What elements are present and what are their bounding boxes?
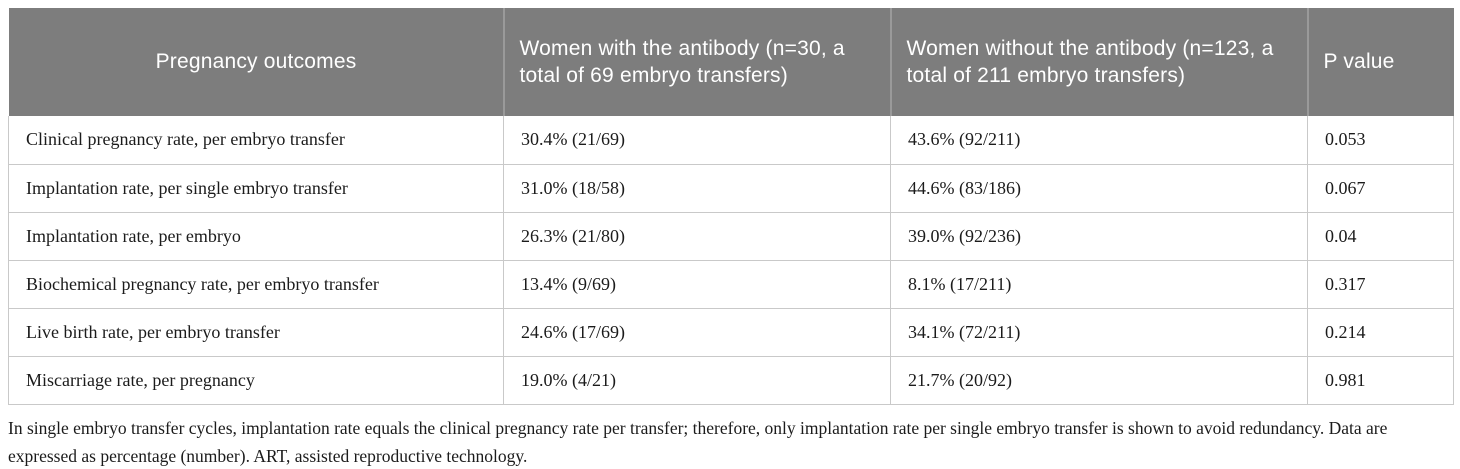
p-value: 0.067 <box>1307 163 1454 213</box>
with-antibody-value: 24.6% (17/69) <box>503 307 891 357</box>
p-value: 0.053 <box>1307 116 1454 165</box>
without-antibody-value: 21.7% (20/92) <box>890 355 1308 405</box>
without-antibody-value: 43.6% (92/211) <box>890 116 1308 165</box>
with-antibody-value: 30.4% (21/69) <box>503 116 891 165</box>
table-row: Implantation rate, per embryo 26.3% (21/… <box>8 211 1454 261</box>
outcome-label: Implantation rate, per single embryo tra… <box>8 163 504 213</box>
table-row: Miscarriage rate, per pregnancy 19.0% (4… <box>8 355 1454 405</box>
outcome-label: Implantation rate, per embryo <box>8 211 504 261</box>
table-row: Implantation rate, per single embryo tra… <box>8 163 1454 213</box>
with-antibody-value: 26.3% (21/80) <box>503 211 891 261</box>
outcome-label: Live birth rate, per embryo transfer <box>8 307 504 357</box>
table-row: Live birth rate, per embryo transfer 24.… <box>8 307 1454 357</box>
p-value: 0.04 <box>1307 211 1454 261</box>
table-body: Clinical pregnancy rate, per embryo tran… <box>8 116 1454 405</box>
without-antibody-value: 34.1% (72/211) <box>890 307 1308 357</box>
column-header-pregnancy-outcomes: Pregnancy outcomes <box>8 8 504 116</box>
with-antibody-value: 19.0% (4/21) <box>503 355 891 405</box>
outcome-label: Biochemical pregnancy rate, per embryo t… <box>8 259 504 309</box>
p-value: 0.317 <box>1307 259 1454 309</box>
without-antibody-value: 44.6% (83/186) <box>890 163 1308 213</box>
column-header-women-with-antibody: Women with the antibody (n=30, a total o… <box>502 8 891 116</box>
outcome-label: Miscarriage rate, per pregnancy <box>8 355 504 405</box>
column-header-p-value: P value <box>1306 8 1454 116</box>
outcome-label: Clinical pregnancy rate, per embryo tran… <box>8 116 504 165</box>
table-row: Biochemical pregnancy rate, per embryo t… <box>8 259 1454 309</box>
with-antibody-value: 13.4% (9/69) <box>503 259 891 309</box>
without-antibody-value: 39.0% (92/236) <box>890 211 1308 261</box>
table-header: Pregnancy outcomes Women with the antibo… <box>8 8 1454 116</box>
table-row: Clinical pregnancy rate, per embryo tran… <box>8 116 1454 165</box>
header-row: Pregnancy outcomes Women with the antibo… <box>8 8 1454 116</box>
with-antibody-value: 31.0% (18/58) <box>503 163 891 213</box>
without-antibody-value: 8.1% (17/211) <box>890 259 1308 309</box>
p-value: 0.214 <box>1307 307 1454 357</box>
table-footnote: In single embryo transfer cycles, implan… <box>8 417 1388 466</box>
pregnancy-outcomes-table: Pregnancy outcomes Women with the antibo… <box>8 8 1454 405</box>
column-header-women-without-antibody: Women without the antibody (n=123, a tot… <box>889 8 1308 116</box>
p-value: 0.981 <box>1307 355 1454 405</box>
